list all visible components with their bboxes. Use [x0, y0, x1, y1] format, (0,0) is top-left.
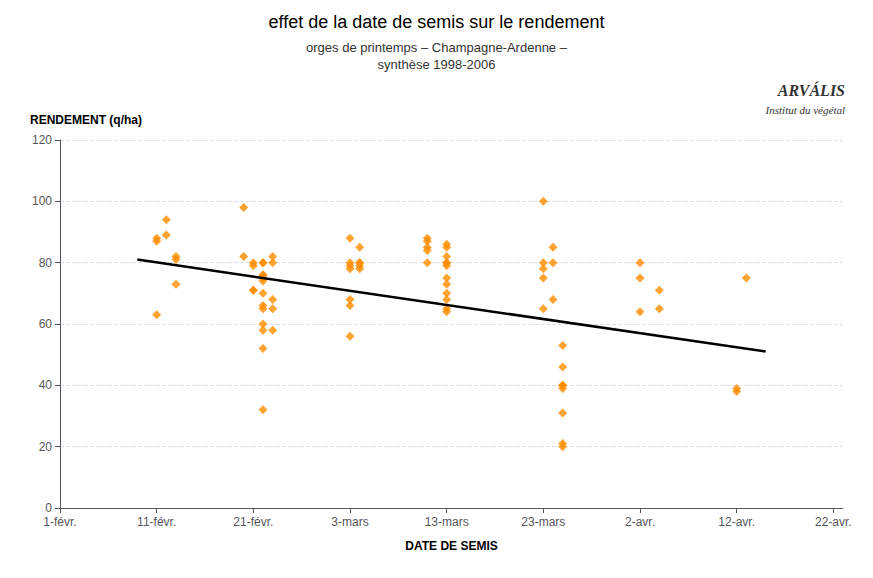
svg-text:100: 100: [32, 194, 52, 208]
svg-text:12-avr.: 12-avr.: [718, 515, 755, 529]
svg-text:21-févr.: 21-févr.: [233, 515, 273, 529]
svg-text:13-mars: 13-mars: [425, 515, 469, 529]
svg-text:3-mars: 3-mars: [331, 515, 368, 529]
svg-text:60: 60: [39, 317, 53, 331]
svg-text:effet de la date de semis sur: effet de la date de semis sur le rendeme…: [269, 12, 605, 32]
svg-text:RENDEMENT (q/ha): RENDEMENT (q/ha): [30, 113, 142, 127]
svg-text:orges de printemps – Champagne: orges de printemps – Champagne-Ardenne –: [306, 40, 568, 55]
svg-text:DATE DE SEMIS: DATE DE SEMIS: [405, 539, 497, 553]
svg-text:0: 0: [45, 501, 52, 515]
svg-text:40: 40: [39, 378, 53, 392]
svg-text:20: 20: [39, 440, 53, 454]
svg-text:1-févr.: 1-févr.: [43, 515, 76, 529]
svg-text:ARVÁLIS: ARVÁLIS: [777, 81, 845, 99]
svg-text:80: 80: [39, 256, 53, 270]
svg-text:11-févr.: 11-févr.: [137, 515, 176, 529]
svg-text:2-avr.: 2-avr.: [625, 515, 655, 529]
svg-text:synthèse 1998-2006: synthèse 1998-2006: [378, 57, 496, 72]
svg-text:Institut du végétal: Institut du végétal: [765, 104, 845, 116]
svg-text:22-avr.: 22-avr.: [815, 515, 852, 529]
svg-text:120: 120: [32, 133, 52, 147]
svg-text:23-mars: 23-mars: [521, 515, 565, 529]
